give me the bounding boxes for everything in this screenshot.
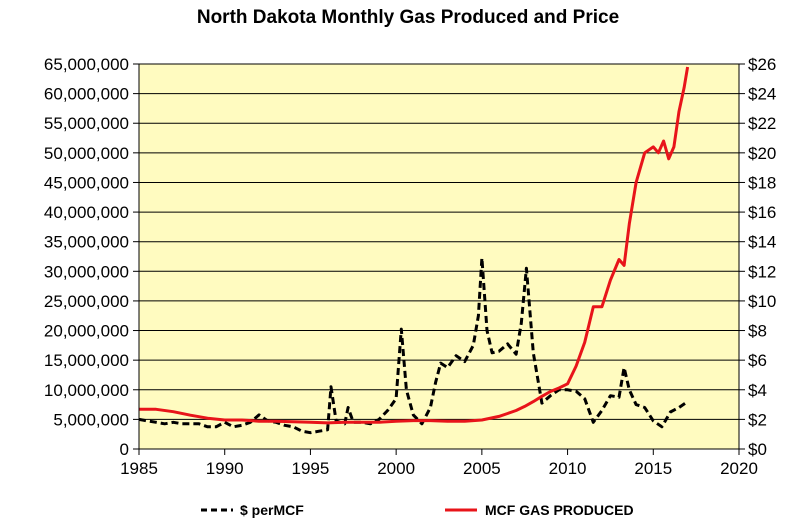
y-tick-label: 45,000,000 (44, 173, 129, 192)
legend: $ perMCF MCF GAS PRODUCED (201, 502, 634, 518)
y-tick-label: 65,000,000 (44, 55, 129, 74)
y2-tick-label: $20 (748, 144, 776, 163)
right-axis: $0 $2 $4 $6 $8 $10 $12 $14 $16 $18 $20 $22 $24 $26 (739, 55, 776, 459)
y2-tick-label: $18 (748, 173, 776, 192)
legend-label-gas-produced: MCF GAS PRODUCED (485, 502, 634, 518)
y2-tick-label: $0 (748, 440, 767, 459)
y2-tick-label: $4 (748, 381, 767, 400)
y2-tick-label: $6 (748, 351, 767, 370)
y-tick-label: 5,000,000 (53, 410, 129, 429)
y2-tick-label: $26 (748, 55, 776, 74)
x-tick-label: 2005 (463, 459, 501, 478)
plot-area (138, 63, 740, 450)
x-tick-label: 2000 (377, 459, 415, 478)
x-tick-label: 1990 (206, 459, 244, 478)
y-tick-label: 35,000,000 (44, 233, 129, 252)
y-tick-label: 30,000,000 (44, 262, 129, 281)
gridlines (139, 93, 739, 420)
chart-title: North Dakota Monthly Gas Produced and Pr… (197, 7, 619, 28)
y2-tick-label: $16 (748, 203, 776, 222)
series-line-gas-produced (139, 66, 690, 425)
x-tick-label: 2010 (549, 459, 587, 478)
y2-tick-label: $10 (748, 292, 776, 311)
left-axis: 0 5,000,000 10,000,000 15,000,000 20,000,000… (44, 55, 139, 459)
y-tick-label: 55,000,000 (44, 114, 129, 133)
y2-tick-label: $12 (748, 262, 776, 281)
series-line-price (138, 256, 689, 435)
y-tick-label: 15,000,000 (44, 351, 129, 370)
x-tick-label: 2015 (634, 459, 672, 478)
y-tick-label: 40,000,000 (44, 203, 129, 222)
y2-tick-label: $14 (748, 233, 776, 252)
x-tick-label: 1995 (292, 459, 330, 478)
x-tick-label: 2020 (720, 459, 758, 478)
y-tick-label: 20,000,000 (44, 322, 129, 341)
y2-tick-label: $2 (748, 410, 767, 429)
y2-tick-label: $22 (748, 114, 776, 133)
y-tick-label: 60,000,000 (44, 85, 129, 104)
y-tick-label: 50,000,000 (44, 144, 129, 163)
x-axis: 1985 1990 1995 2000 2005 2010 2015 2020 (120, 449, 758, 478)
y2-tick-label: $8 (748, 322, 767, 341)
y-tick-label: 10,000,000 (44, 381, 129, 400)
legend-label-price: $ perMCF (240, 502, 304, 518)
plot-frame (138, 63, 740, 450)
series-layer (138, 66, 690, 435)
y2-tick-label: $24 (748, 85, 776, 104)
legend-item-price: $ perMCF (201, 502, 304, 518)
y-tick-label: 0 (120, 440, 129, 459)
y-tick-label: 25,000,000 (44, 292, 129, 311)
x-tick-label: 1985 (120, 459, 158, 478)
legend-item-gas-produced: MCF GAS PRODUCED (445, 502, 634, 518)
